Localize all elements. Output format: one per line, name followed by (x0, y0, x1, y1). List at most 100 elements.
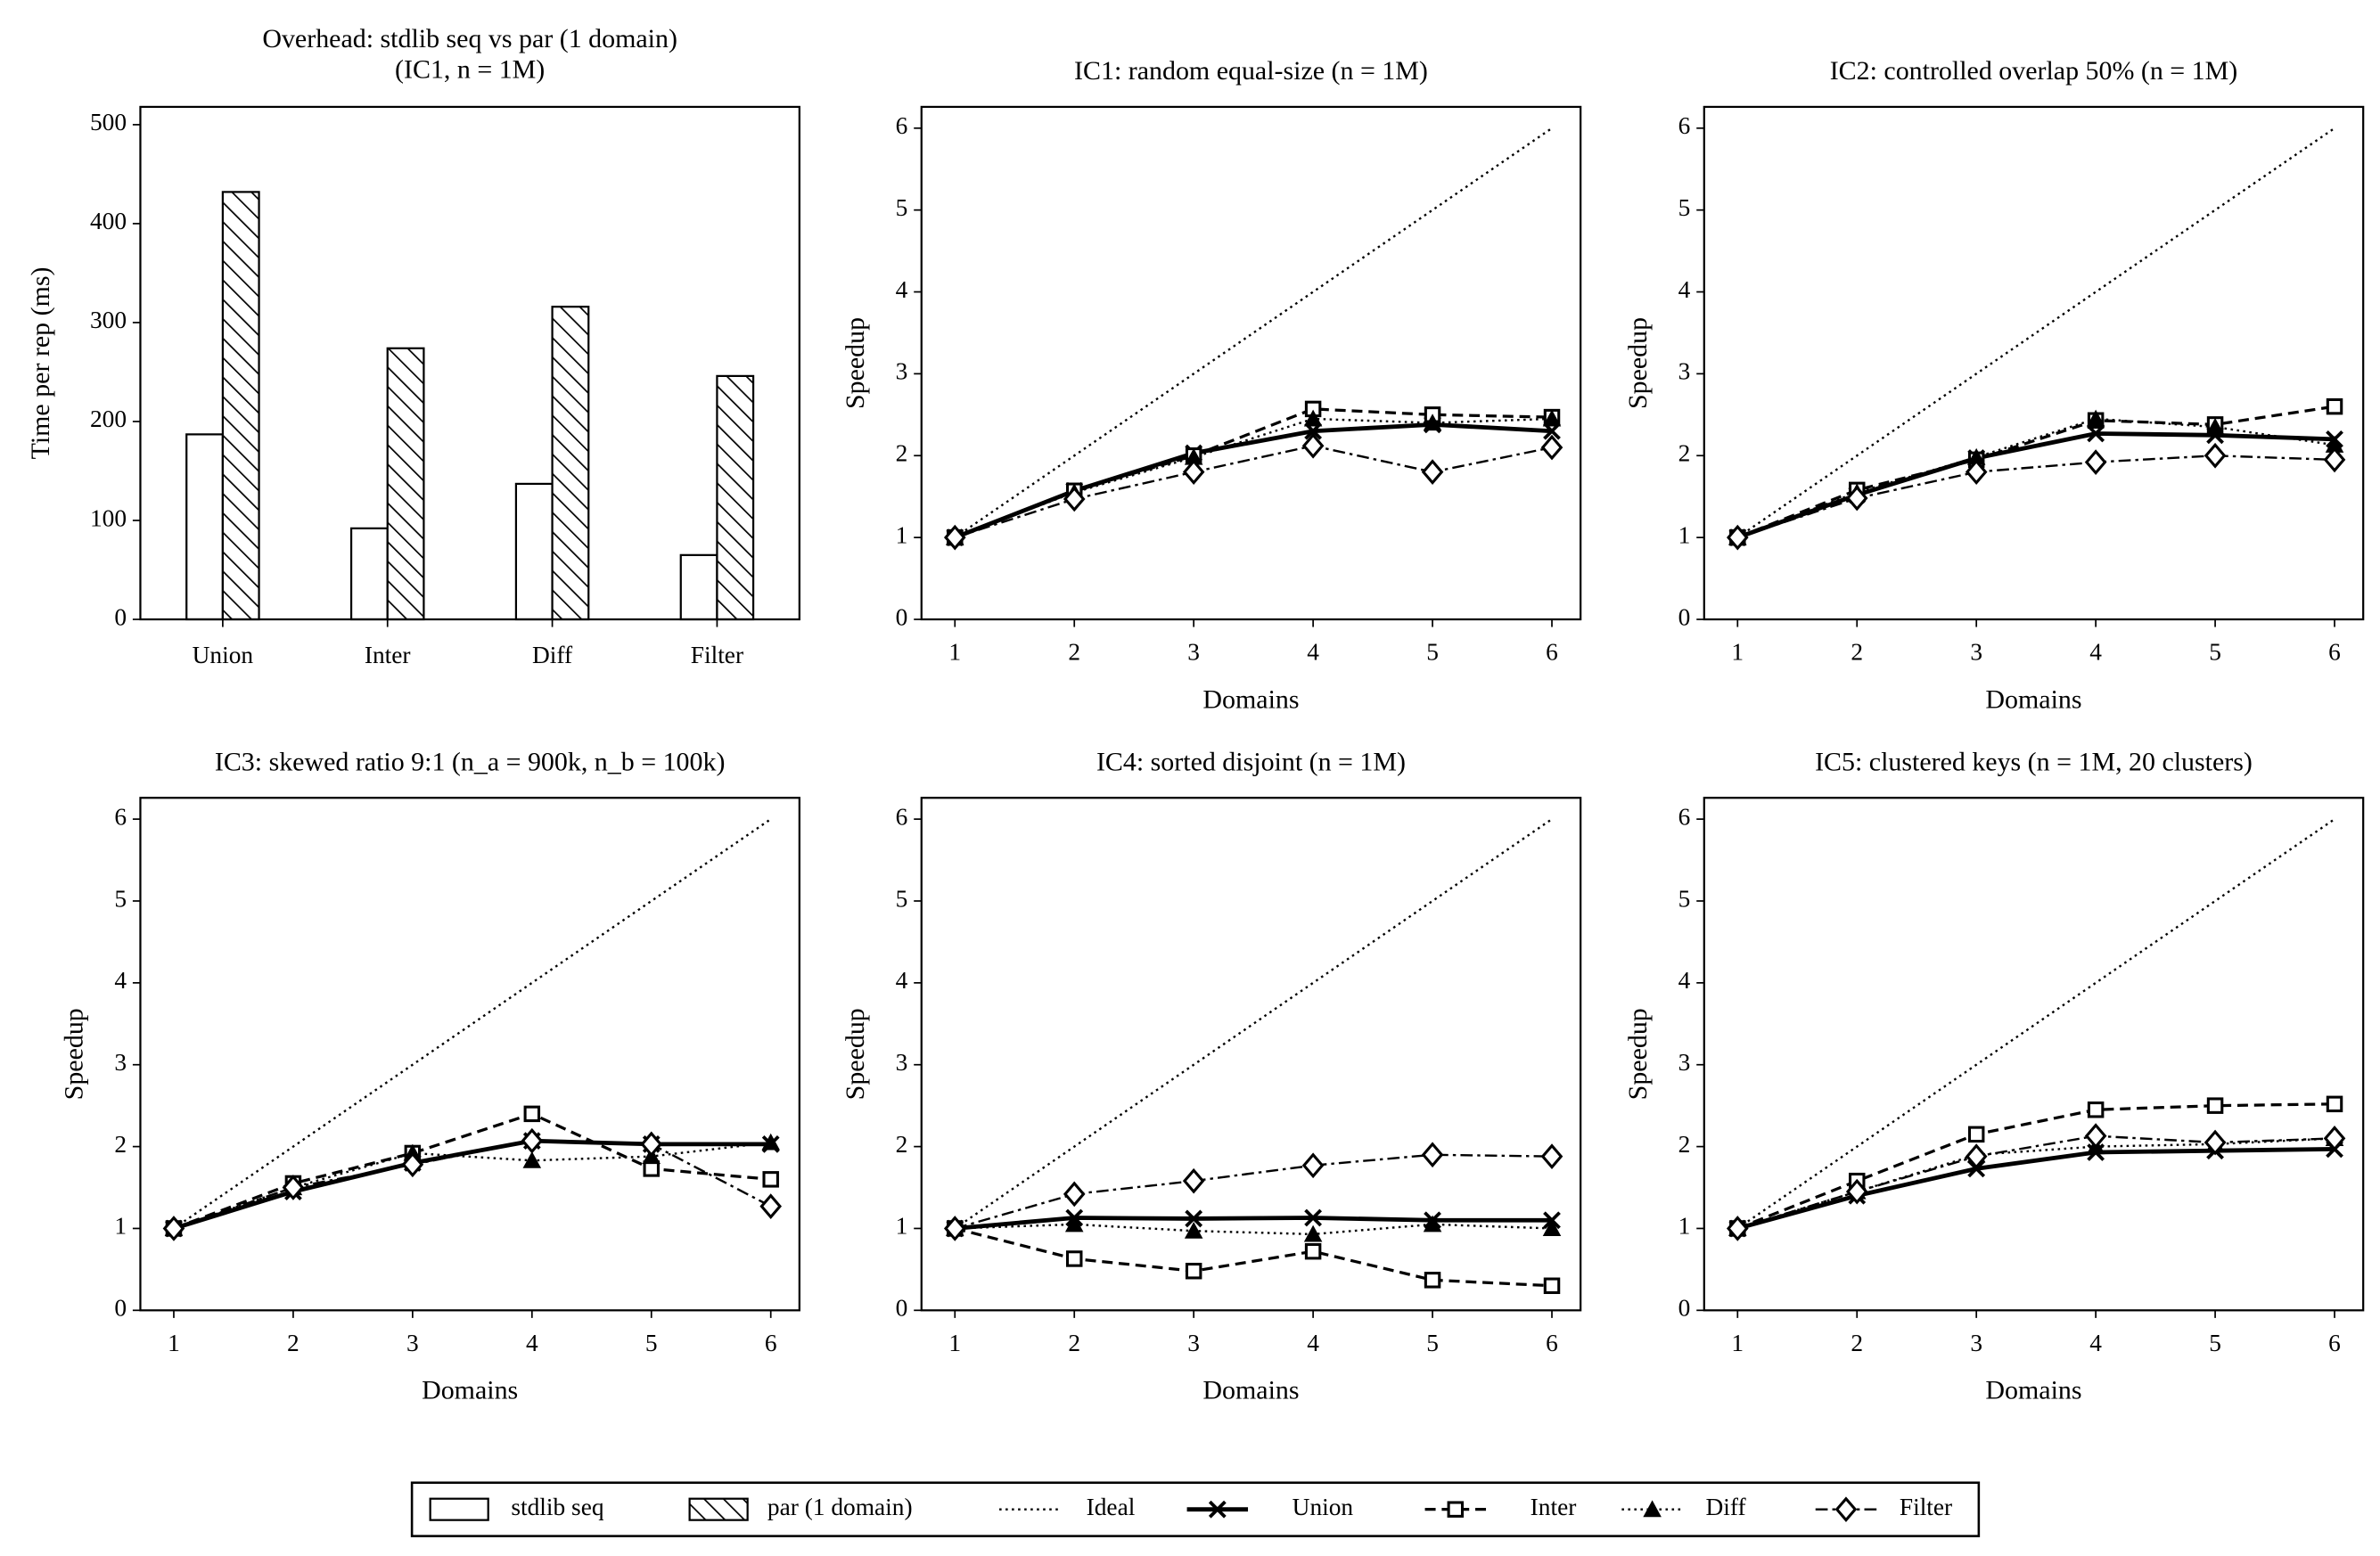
bar (514, 482, 554, 621)
y-tick-label: 200 (90, 405, 127, 432)
line-inter (954, 407, 1553, 539)
y-tick-label: 4 (896, 276, 908, 303)
marker-diamond (1301, 1152, 1325, 1179)
y-axis-label: Speedup (841, 1008, 870, 1100)
y-tick-label: 300 (90, 307, 127, 333)
x-tick-label: 3 (1187, 1330, 1200, 1356)
x-tick-label: 1 (168, 1330, 180, 1356)
chart-title: (IC1, n = 1M) (395, 54, 545, 84)
y-axis-label: Speedup (841, 317, 870, 409)
line-ideal (1736, 818, 2335, 1230)
marker-square (1065, 1250, 1083, 1267)
x-axis-label: Domains (1985, 1376, 2081, 1405)
plot-frame (920, 797, 1582, 1312)
y-tick-label: 2 (896, 440, 908, 467)
marker-square (523, 1105, 541, 1123)
marker-triangle (761, 1133, 780, 1151)
marker-diamond (1182, 1167, 1205, 1194)
y-tick-label: 3 (896, 358, 908, 385)
marker-x (1304, 1208, 1323, 1227)
line-filter (1736, 1134, 2335, 1230)
x-axis-label: Domains (1985, 684, 2081, 714)
bar (679, 553, 718, 621)
x-axis-label: Domains (1202, 684, 1299, 714)
x-tick-label: 1 (948, 1330, 961, 1356)
marker-triangle (2205, 417, 2225, 435)
marker-diamond (2323, 446, 2346, 473)
y-tick-label: 100 (90, 504, 127, 531)
x-tick-label: 3 (1970, 639, 1982, 666)
marker-square (1967, 1126, 1985, 1143)
marker-diamond (282, 1175, 305, 1200)
marker-square (2326, 1095, 2343, 1113)
y-axis-label: Speedup (59, 1008, 88, 1100)
y-tick-label: 3 (1678, 358, 1691, 385)
marker-square (1543, 1277, 1561, 1295)
x-tick-label: 6 (1546, 639, 1558, 666)
x-tick-label: Union (193, 642, 254, 668)
line-ideal (954, 127, 1553, 539)
y-tick-label: 0 (896, 603, 908, 630)
x-tick-label: Inter (365, 642, 411, 668)
x-tick-label: 5 (2209, 1330, 2221, 1356)
marker-diamond (2204, 1129, 2227, 1156)
y-axis-label: Speedup (1623, 317, 1653, 409)
marker-diamond (759, 1193, 782, 1220)
y-tick-label: 6 (1678, 112, 1691, 139)
line-inter (1736, 405, 2335, 539)
marker-diamond (1540, 1143, 1563, 1169)
plot-frame (920, 105, 1582, 621)
y-tick-label: 0 (896, 1295, 908, 1322)
marker-diamond (1301, 432, 1325, 459)
marker-square (762, 1171, 779, 1188)
line-filter (173, 1139, 772, 1230)
y-tick-label: 0 (1678, 1295, 1691, 1322)
x-tick-label: 5 (2209, 639, 2221, 666)
x-tick-label: 2 (1068, 639, 1080, 666)
x-tick-label: 6 (2328, 1330, 2341, 1356)
marker-diamond (1421, 1142, 1444, 1168)
line-union (173, 1138, 771, 1231)
marker-triangle (1303, 1224, 1323, 1242)
chart-title: IC1: random equal-size (n = 1M) (1074, 56, 1428, 86)
legend-label: Ideal (1087, 1494, 1136, 1520)
marker-diamond (1965, 459, 1988, 485)
y-tick-label: 1 (1678, 521, 1691, 548)
y-tick-label: 4 (1678, 276, 1691, 303)
marker-diamond (640, 1131, 663, 1158)
bar (221, 191, 260, 621)
line-filter (1736, 455, 2335, 539)
y-tick-label: 5 (1678, 885, 1691, 912)
marker-diamond (1540, 434, 1563, 461)
x-tick-label: 4 (2089, 1330, 2102, 1356)
legend-label: Filter (1900, 1494, 1952, 1520)
x-tick-label: 3 (1187, 639, 1200, 666)
x-tick-label: 6 (1546, 1330, 1558, 1356)
marker-square (1447, 1501, 1465, 1518)
x-tick-label: 2 (1851, 639, 1863, 666)
line-ideal (954, 818, 1553, 1230)
line-union (955, 1216, 1553, 1231)
line-diff (955, 1223, 1553, 1236)
x-tick-label: 3 (1970, 1330, 1982, 1356)
marker-square (2206, 1097, 2224, 1114)
y-tick-label: 6 (1678, 803, 1691, 830)
marker-triangle (1423, 1215, 1442, 1233)
y-tick-label: 2 (1678, 1131, 1691, 1158)
plot-frame (1703, 105, 2365, 621)
x-tick-label: 5 (1426, 639, 1439, 666)
line-inter (1736, 1102, 2335, 1230)
marker-x (1185, 1209, 1203, 1228)
y-tick-label: 0 (114, 603, 127, 630)
marker-triangle (522, 1151, 542, 1168)
marker-triangle (1966, 447, 1986, 465)
chart-title: IC5: clustered keys (n = 1M, 20 clusters… (1815, 747, 2253, 776)
x-tick-label: 1 (948, 639, 961, 666)
legend-label: par (1 domain) (767, 1494, 913, 1520)
x-tick-label: 5 (1426, 1330, 1439, 1356)
y-tick-label: 4 (114, 967, 127, 994)
y-tick-label: 5 (114, 885, 127, 912)
x-tick-label: 5 (645, 1330, 658, 1356)
y-tick-label: 6 (896, 112, 908, 139)
chart-title: Overhead: stdlib seq vs par (1 domain) (262, 24, 677, 53)
